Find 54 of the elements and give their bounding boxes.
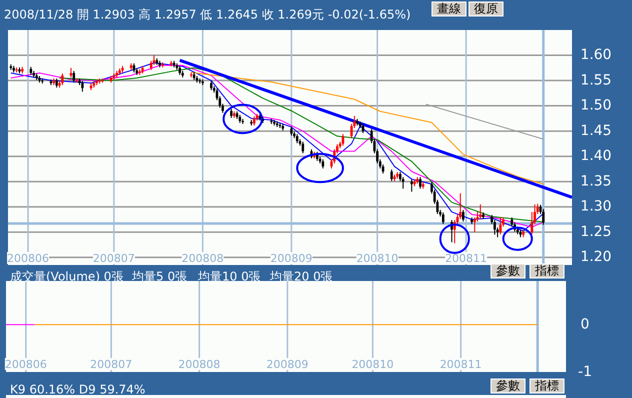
candlestick	[542, 208, 545, 226]
x-tick-label: 200809	[266, 358, 308, 371]
candlestick	[419, 176, 422, 190]
text: 參數	[496, 378, 520, 392]
candlestick	[462, 209, 464, 222]
candlestick	[499, 216, 502, 235]
annotation: 指標	[534, 263, 559, 278]
text: K9 60.16% D9 59.74%	[10, 382, 146, 396]
candlestick	[81, 80, 84, 92]
candlestick	[442, 212, 444, 225]
text: 畫線	[437, 1, 461, 16]
x-tick-label: 200808	[182, 252, 224, 265]
chart-title: 2008/11/28 開 1.2903 高 1.2957 低 1.2645 收 1.269元 -0.02(-1.65%)	[4, 7, 411, 22]
candlestick	[210, 80, 212, 91]
candlestick	[510, 216, 514, 228]
candlestick	[253, 116, 256, 126]
candlestick	[302, 141, 304, 154]
x-tick-label: 200810	[352, 358, 394, 371]
text: 復原	[474, 1, 498, 16]
y-tick-label: -1	[578, 364, 592, 380]
text: 指標	[534, 378, 559, 392]
candlestick	[178, 65, 181, 76]
x-tick-label: 200807	[90, 358, 132, 371]
y-tick-label: 1.30	[580, 198, 612, 215]
y-tick-label: 1.35	[580, 173, 612, 190]
y-tick-label: 1.60	[580, 47, 612, 64]
line-series	[190, 72, 544, 185]
candlestick	[479, 204, 482, 220]
x-tick-label: 200807	[92, 252, 135, 265]
candlestick	[290, 126, 293, 136]
y-tick-label: 1.20	[580, 249, 612, 266]
candlestick	[410, 179, 413, 192]
y-tick-label: 1.50	[580, 98, 612, 114]
y-tick-label: 1.45	[580, 122, 612, 139]
annotation: 參數	[496, 263, 520, 278]
x-tick-label: 200808	[178, 358, 220, 371]
y-tick-label: 1.40	[580, 148, 612, 164]
candlestick	[230, 108, 233, 118]
x-tick-label: 200811	[445, 252, 488, 265]
candlestick	[390, 168, 393, 182]
candlestick	[296, 134, 298, 144]
x-tick-label: 200806	[4, 358, 47, 371]
x-tick-label: 200809	[270, 252, 312, 265]
x-tick-label: 200806	[7, 252, 50, 265]
y-tick-label: 1.25	[580, 224, 612, 240]
candlestick	[72, 70, 76, 84]
x-tick-label: 200810	[356, 252, 398, 265]
candlestick	[322, 158, 324, 169]
y-tick-label: 1.55	[580, 72, 612, 88]
candlestick	[459, 192, 462, 220]
y-tick-label: 0	[580, 316, 590, 332]
candlestick	[55, 78, 58, 88]
candlestick	[61, 72, 64, 86]
x-tick-label: 200811	[440, 358, 482, 371]
